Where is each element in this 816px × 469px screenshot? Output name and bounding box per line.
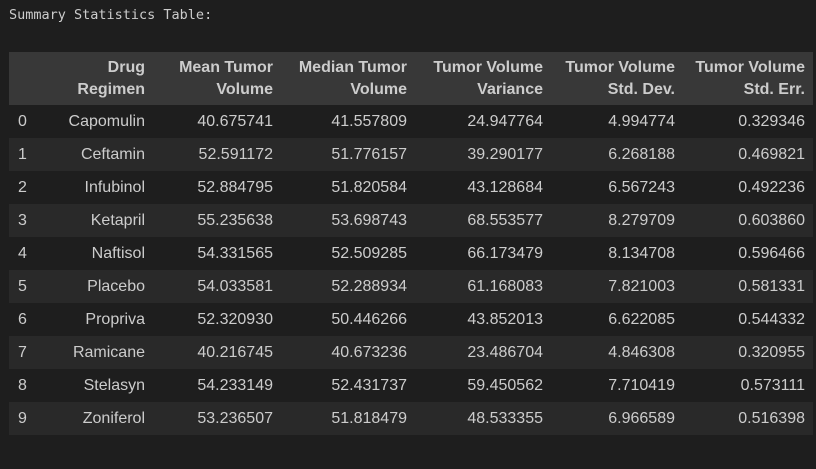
- median-tumor-volume-cell: 52.431737: [281, 369, 415, 402]
- tumor-volume-std-dev-cell: 7.710419: [551, 369, 683, 402]
- tumor-volume-std-dev-cell: 7.821003: [551, 270, 683, 303]
- median-tumor-volume-cell: 50.446266: [281, 303, 415, 336]
- tumor-volume-variance-cell: 23.486704: [415, 336, 551, 369]
- tumor-volume-std-dev-cell: 6.622085: [551, 303, 683, 336]
- tumor-volume-variance-cell: 61.168083: [415, 270, 551, 303]
- tumor-volume-variance-cell: 59.450562: [415, 369, 551, 402]
- drug-regimen-cell: Placebo: [49, 270, 153, 303]
- tumor-volume-std-err-cell: 0.573111: [683, 369, 813, 402]
- row-index: 1: [9, 138, 49, 171]
- column-header-tumor-volume-variance: Tumor Volume Variance: [415, 52, 551, 105]
- tumor-volume-variance-cell: 66.173479: [415, 237, 551, 270]
- row-index: 7: [9, 336, 49, 369]
- row-index: 0: [9, 105, 49, 138]
- tumor-volume-std-dev-cell: 6.567243: [551, 171, 683, 204]
- tumor-volume-std-err-cell: 0.492236: [683, 171, 813, 204]
- median-tumor-volume-cell: 41.557809: [281, 105, 415, 138]
- mean-tumor-volume-cell: 55.235638: [153, 204, 281, 237]
- row-index: 9: [9, 402, 49, 435]
- median-tumor-volume-cell: 53.698743: [281, 204, 415, 237]
- mean-tumor-volume-cell: 40.216745: [153, 336, 281, 369]
- table-row: 0 Capomulin 40.675741 41.557809 24.94776…: [9, 105, 813, 138]
- table-row: 6 Propriva 52.320930 50.446266 43.852013…: [9, 303, 813, 336]
- tumor-volume-std-dev-cell: 6.268188: [551, 138, 683, 171]
- mean-tumor-volume-cell: 54.331565: [153, 237, 281, 270]
- tumor-volume-std-err-cell: 0.516398: [683, 402, 813, 435]
- row-index: 3: [9, 204, 49, 237]
- table-row: 9 Zoniferol 53.236507 51.818479 48.53335…: [9, 402, 813, 435]
- drug-regimen-cell: Stelasyn: [49, 369, 153, 402]
- tumor-volume-variance-cell: 39.290177: [415, 138, 551, 171]
- mean-tumor-volume-cell: 53.236507: [153, 402, 281, 435]
- row-index: 8: [9, 369, 49, 402]
- drug-regimen-cell: Naftisol: [49, 237, 153, 270]
- median-tumor-volume-cell: 51.776157: [281, 138, 415, 171]
- mean-tumor-volume-cell: 40.675741: [153, 105, 281, 138]
- mean-tumor-volume-cell: 52.320930: [153, 303, 281, 336]
- tumor-volume-std-dev-cell: 4.994774: [551, 105, 683, 138]
- tumor-volume-std-dev-cell: 4.846308: [551, 336, 683, 369]
- row-index: 5: [9, 270, 49, 303]
- tumor-volume-std-dev-cell: 6.966589: [551, 402, 683, 435]
- table-row: 3 Ketapril 55.235638 53.698743 68.553577…: [9, 204, 813, 237]
- table-row: 2 Infubinol 52.884795 51.820584 43.12868…: [9, 171, 813, 204]
- table-header-row: Drug Regimen Mean Tumor Volume Median Tu…: [9, 52, 813, 105]
- drug-regimen-cell: Propriva: [49, 303, 153, 336]
- drug-regimen-cell: Ketapril: [49, 204, 153, 237]
- median-tumor-volume-cell: 52.288934: [281, 270, 415, 303]
- tumor-volume-variance-cell: 68.553577: [415, 204, 551, 237]
- mean-tumor-volume-cell: 52.884795: [153, 171, 281, 204]
- tumor-volume-std-err-cell: 0.469821: [683, 138, 813, 171]
- tumor-volume-std-dev-cell: 8.279709: [551, 204, 683, 237]
- column-header-median-tumor-volume: Median Tumor Volume: [281, 52, 415, 105]
- column-header-mean-tumor-volume: Mean Tumor Volume: [153, 52, 281, 105]
- tumor-volume-std-dev-cell: 8.134708: [551, 237, 683, 270]
- median-tumor-volume-cell: 51.818479: [281, 402, 415, 435]
- tumor-volume-variance-cell: 43.128684: [415, 171, 551, 204]
- column-header-tumor-volume-std-err: Tumor Volume Std. Err.: [683, 52, 813, 105]
- drug-regimen-cell: Ceftamin: [49, 138, 153, 171]
- drug-regimen-cell: Capomulin: [49, 105, 153, 138]
- tumor-volume-variance-cell: 48.533355: [415, 402, 551, 435]
- median-tumor-volume-cell: 51.820584: [281, 171, 415, 204]
- table-row: 1 Ceftamin 52.591172 51.776157 39.290177…: [9, 138, 813, 171]
- median-tumor-volume-cell: 52.509285: [281, 237, 415, 270]
- tumor-volume-std-err-cell: 0.320955: [683, 336, 813, 369]
- row-index: 2: [9, 171, 49, 204]
- mean-tumor-volume-cell: 54.233149: [153, 369, 281, 402]
- table-row: 7 Ramicane 40.216745 40.673236 23.486704…: [9, 336, 813, 369]
- tumor-volume-std-err-cell: 0.581331: [683, 270, 813, 303]
- column-header-index: [9, 52, 49, 105]
- table-row: 5 Placebo 54.033581 52.288934 61.168083 …: [9, 270, 813, 303]
- drug-regimen-cell: Ramicane: [49, 336, 153, 369]
- table-row: 4 Naftisol 54.331565 52.509285 66.173479…: [9, 237, 813, 270]
- tumor-volume-std-err-cell: 0.603860: [683, 204, 813, 237]
- median-tumor-volume-cell: 40.673236: [281, 336, 415, 369]
- row-index: 6: [9, 303, 49, 336]
- drug-regimen-cell: Infubinol: [49, 171, 153, 204]
- column-header-drug-regimen: Drug Regimen: [49, 52, 153, 105]
- drug-regimen-cell: Zoniferol: [49, 402, 153, 435]
- tumor-volume-variance-cell: 43.852013: [415, 303, 551, 336]
- tumor-volume-std-err-cell: 0.544332: [683, 303, 813, 336]
- output-caption: Summary Statistics Table:: [9, 7, 213, 23]
- column-header-tumor-volume-std-dev: Tumor Volume Std. Dev.: [551, 52, 683, 105]
- tumor-volume-variance-cell: 24.947764: [415, 105, 551, 138]
- mean-tumor-volume-cell: 52.591172: [153, 138, 281, 171]
- summary-statistics-table: Drug Regimen Mean Tumor Volume Median Tu…: [9, 52, 813, 435]
- table-row: 8 Stelasyn 54.233149 52.431737 59.450562…: [9, 369, 813, 402]
- tumor-volume-std-err-cell: 0.329346: [683, 105, 813, 138]
- mean-tumor-volume-cell: 54.033581: [153, 270, 281, 303]
- row-index: 4: [9, 237, 49, 270]
- tumor-volume-std-err-cell: 0.596466: [683, 237, 813, 270]
